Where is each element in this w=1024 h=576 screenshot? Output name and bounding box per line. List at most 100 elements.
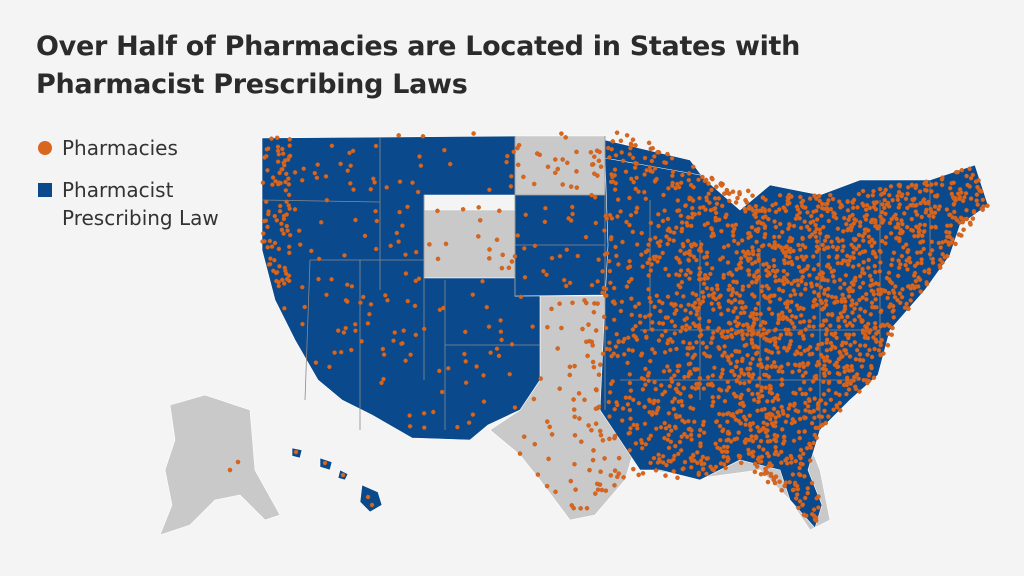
pharmacy-dot bbox=[740, 336, 746, 341]
pharmacy-dot bbox=[655, 150, 660, 155]
pharmacy-dot bbox=[725, 190, 730, 196]
pharmacy-dot bbox=[675, 475, 680, 481]
pharmacy-dot bbox=[880, 220, 885, 225]
pharmacy-dot bbox=[720, 412, 726, 417]
pharmacy-dot bbox=[857, 352, 863, 357]
pharmacy-dot bbox=[362, 233, 368, 239]
pharmacy-dot bbox=[818, 298, 823, 303]
pharmacy-dot bbox=[633, 323, 638, 329]
pharmacy-dot bbox=[870, 193, 876, 198]
pharmacy-dot bbox=[797, 216, 802, 221]
pharmacy-dot bbox=[627, 195, 632, 201]
pharmacy-dot bbox=[682, 431, 687, 437]
pharmacy-dot bbox=[557, 386, 562, 391]
pharmacy-dot bbox=[750, 323, 756, 329]
pharmacy-dot bbox=[642, 189, 647, 195]
pharmacy-dot bbox=[868, 312, 874, 317]
pharmacy-dot bbox=[961, 227, 966, 232]
pharmacy-dot bbox=[745, 352, 750, 358]
pharmacy-dot bbox=[700, 174, 705, 180]
pharmacy-dot bbox=[910, 228, 916, 233]
pharmacy-dot bbox=[680, 403, 685, 408]
pharmacy-dot bbox=[405, 298, 411, 304]
pharmacy-dot bbox=[741, 414, 747, 420]
pharmacy-dot bbox=[647, 397, 652, 403]
pharmacy-dot bbox=[838, 354, 844, 360]
pharmacy-dot bbox=[897, 202, 902, 207]
pharmacy-dot bbox=[439, 389, 445, 395]
pharmacy-dot bbox=[762, 231, 768, 237]
hawaii-law bbox=[359, 484, 383, 513]
pharmacy-dot bbox=[708, 207, 714, 213]
pharmacy-dot bbox=[675, 208, 680, 214]
pharmacy-dot bbox=[850, 264, 856, 269]
pharmacy-dot bbox=[353, 328, 358, 333]
pharmacy-dot bbox=[267, 238, 273, 244]
pharmacy-dot bbox=[809, 333, 815, 338]
pharmacy-dot bbox=[883, 235, 889, 240]
pharmacy-dot bbox=[735, 315, 740, 320]
pharmacy-dot bbox=[397, 209, 402, 215]
pharmacy-dot bbox=[643, 366, 648, 372]
pharmacy-dot bbox=[867, 239, 872, 245]
pharmacy-dot bbox=[284, 223, 290, 229]
pharmacy-dot bbox=[470, 412, 476, 417]
pharmacy-dot bbox=[797, 416, 803, 422]
pharmacy-dot bbox=[628, 416, 633, 421]
pharmacy-dot bbox=[802, 495, 808, 501]
pharmacy-dot bbox=[634, 175, 639, 181]
pharmacy-dot bbox=[611, 317, 617, 323]
pharmacy-dot bbox=[843, 273, 849, 278]
pharmacy-dot bbox=[845, 199, 850, 205]
pharmacy-dot bbox=[765, 399, 770, 404]
pharmacy-dot bbox=[660, 454, 666, 459]
pharmacy-dot bbox=[260, 180, 266, 185]
pharmacy-dot bbox=[670, 399, 675, 405]
pharmacy-dot bbox=[760, 319, 766, 325]
pharmacy-dot bbox=[667, 423, 672, 429]
pharmacy-dot bbox=[767, 339, 773, 344]
pharmacy-dot bbox=[604, 293, 609, 298]
pharmacy-dot bbox=[820, 355, 826, 360]
pharmacy-dot bbox=[618, 308, 624, 314]
pharmacy-dot bbox=[754, 311, 759, 317]
pharmacy-dot bbox=[668, 459, 674, 464]
pharmacy-dot bbox=[688, 432, 694, 438]
pharmacy-dot bbox=[716, 217, 722, 222]
pharmacy-dot bbox=[442, 147, 447, 153]
pharmacy-dot bbox=[686, 250, 691, 256]
pharmacy-dot bbox=[677, 439, 683, 445]
pharmacy-dot bbox=[710, 466, 715, 472]
pharmacy-dot bbox=[866, 265, 871, 271]
pharmacy-dot bbox=[846, 217, 851, 223]
pharmacy-dot bbox=[684, 323, 689, 328]
pharmacy-dot bbox=[785, 361, 791, 367]
pharmacy-dot bbox=[359, 339, 364, 344]
pharmacy-dot bbox=[726, 431, 732, 436]
pharmacy-dot bbox=[555, 166, 561, 172]
pharmacy-dot bbox=[372, 180, 377, 185]
pharmacy-dot bbox=[649, 412, 655, 417]
pharmacy-dot bbox=[796, 505, 801, 511]
pharmacy-dot bbox=[674, 225, 679, 230]
pharmacy-dot bbox=[648, 268, 654, 273]
pharmacy-dot bbox=[412, 303, 418, 309]
pharmacy-dot bbox=[821, 318, 827, 324]
pharmacy-dot bbox=[681, 386, 687, 391]
pharmacy-dot bbox=[797, 386, 803, 392]
pharmacy-dot bbox=[761, 243, 766, 248]
pharmacy-dot bbox=[753, 203, 759, 209]
pharmacy-dot bbox=[777, 193, 783, 198]
pharmacy-dot bbox=[769, 350, 775, 355]
pharmacy-dot bbox=[772, 437, 777, 442]
pharmacy-dot bbox=[878, 324, 883, 329]
pharmacy-dot bbox=[679, 279, 685, 285]
pharmacy-dot bbox=[803, 415, 808, 421]
pharmacy-dot bbox=[732, 372, 737, 378]
pharmacy-dot bbox=[844, 323, 850, 328]
pharmacy-dot bbox=[633, 143, 638, 148]
pharmacy-dot bbox=[890, 303, 896, 309]
pharmacy-dot bbox=[269, 136, 274, 141]
pharmacy-dot bbox=[845, 314, 850, 320]
pharmacy-dot bbox=[680, 466, 685, 472]
